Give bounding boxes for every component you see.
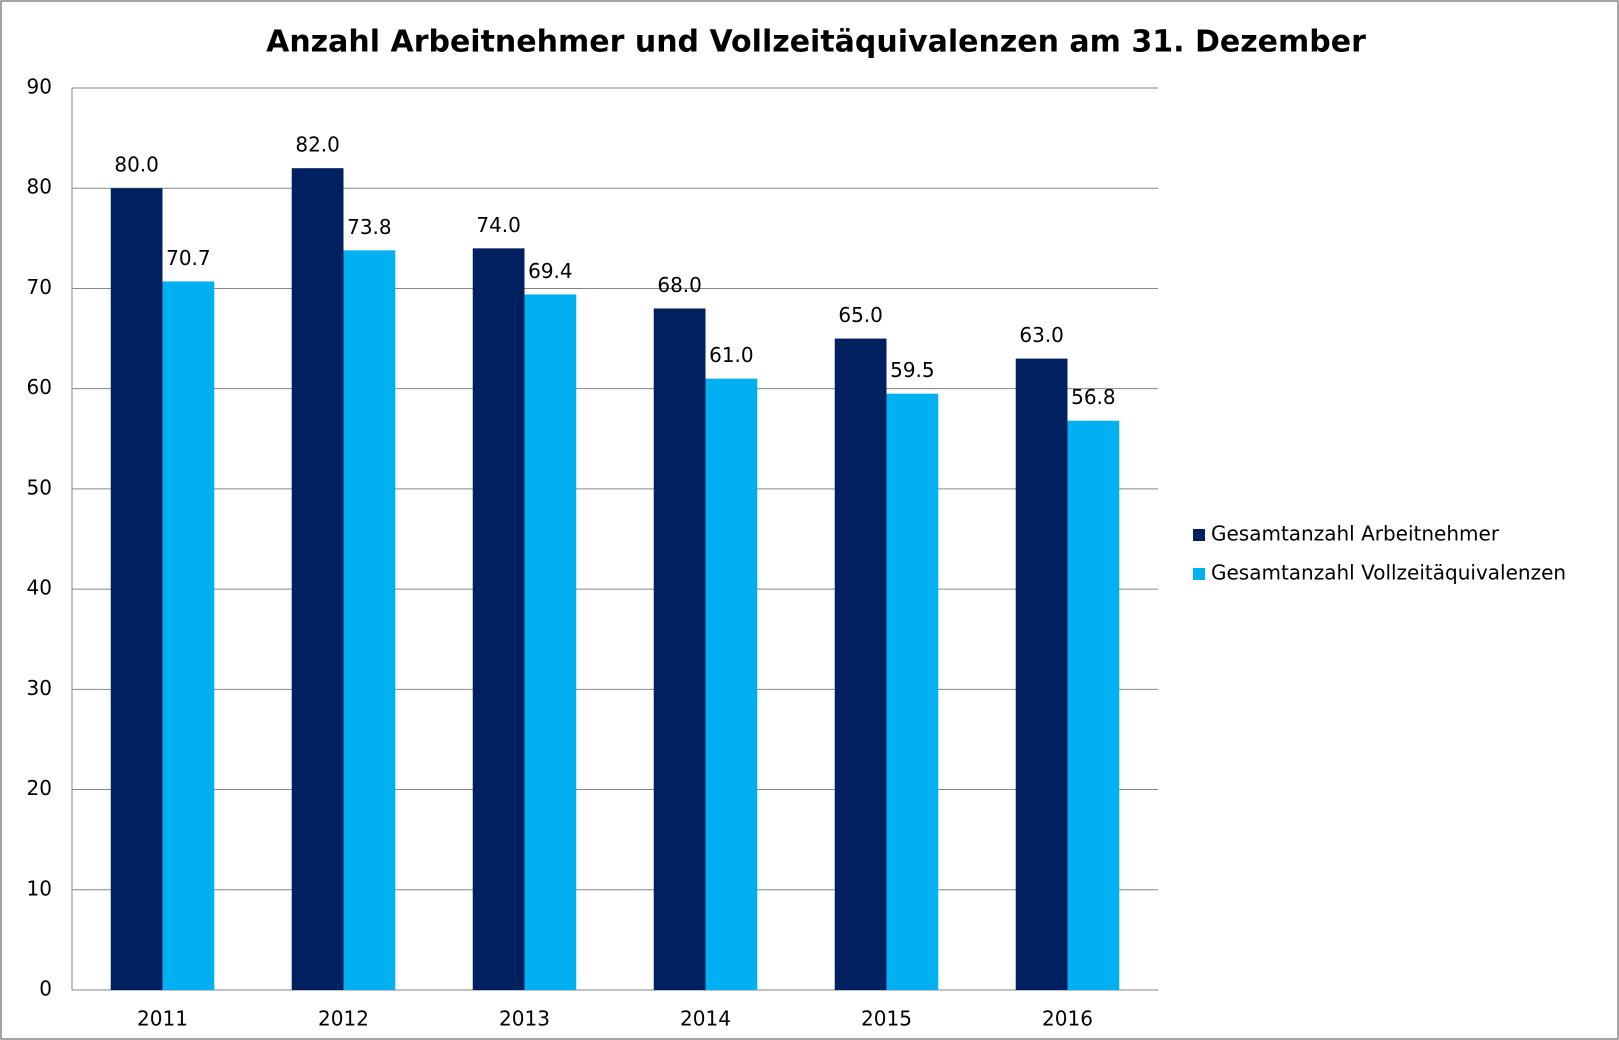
data-label: 65.0 [838, 303, 883, 327]
data-label: 63.0 [1019, 323, 1064, 347]
y-tick-label: 0 [39, 977, 52, 1001]
bar [1067, 420, 1120, 990]
bar [343, 250, 396, 991]
y-tick-label: 20 [27, 776, 52, 800]
data-label: 69.4 [528, 259, 573, 283]
bar [886, 393, 939, 991]
bar [1015, 358, 1068, 991]
data-label: 68.0 [657, 273, 702, 297]
bar [472, 248, 525, 990]
legend-swatch [1193, 568, 1205, 580]
data-label: 73.8 [347, 215, 392, 239]
data-label: 61.0 [709, 343, 754, 367]
bar [110, 188, 163, 990]
legend-label: Gesamtanzahl Vollzeitäquivalenzen [1211, 561, 1566, 585]
y-tick-label: 40 [27, 576, 52, 600]
x-tick-label: 2015 [861, 1007, 912, 1031]
data-label: 70.7 [166, 246, 211, 270]
legend-swatch [1193, 529, 1205, 541]
y-tick-label: 60 [27, 375, 52, 399]
chart-title: Anzahl Arbeitnehmer und Vollzeitäquivale… [266, 25, 1366, 60]
bar [834, 338, 887, 990]
y-tick-label: 50 [27, 475, 52, 499]
bar [705, 378, 758, 991]
x-tick-label: 2016 [1042, 1007, 1093, 1031]
x-tick-label: 2011 [137, 1007, 188, 1031]
data-label: 56.8 [1071, 385, 1116, 409]
y-tick-label: 70 [27, 275, 52, 299]
x-tick-label: 2012 [318, 1007, 369, 1031]
bar [162, 281, 215, 990]
data-label: 80.0 [114, 153, 159, 177]
y-tick-label: 90 [27, 75, 52, 99]
bar [524, 294, 577, 990]
x-tick-label: 2014 [680, 1007, 731, 1031]
data-label: 59.5 [890, 358, 935, 382]
legend-label: Gesamtanzahl Arbeitnehmer [1211, 522, 1500, 546]
data-label: 82.0 [295, 133, 340, 157]
y-tick-label: 30 [27, 676, 52, 700]
bar [291, 168, 344, 990]
x-tick-label: 2013 [499, 1007, 550, 1031]
data-label: 74.0 [476, 213, 521, 237]
bar [653, 308, 706, 990]
y-tick-label: 80 [27, 175, 52, 199]
y-tick-label: 10 [27, 876, 52, 900]
